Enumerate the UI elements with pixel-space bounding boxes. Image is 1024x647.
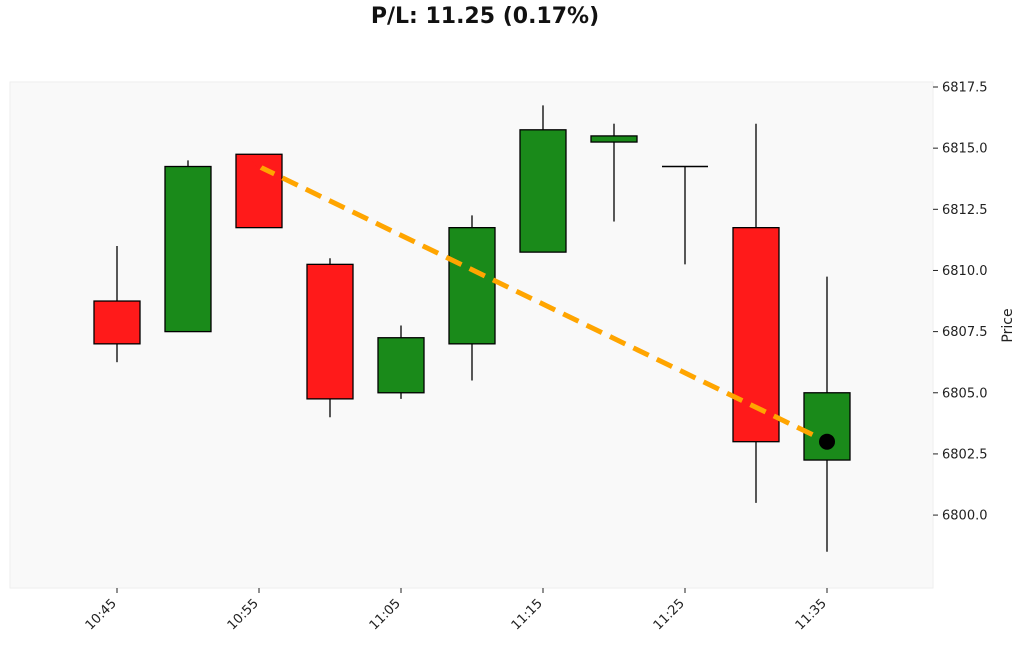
candle-body [803,392,851,461]
x-tick-label: 11:25 [651,596,688,633]
y-tick-label: 6800.0 [942,509,988,524]
candle-8 [662,165,708,265]
y-tick-label: 6805.0 [942,386,988,401]
candle-body [377,337,425,394]
candles-layer [93,105,851,552]
candle-4 [377,325,425,399]
candle-body [306,263,354,400]
x-tick-label: 11:35 [793,596,830,633]
candle-body [93,300,141,345]
y-axis: 6800.0 6802.5 6805.0 6807.5 6810.0 6812.5 6815… [933,81,988,524]
trade-layer [250,157,835,450]
candle-body [164,165,212,333]
candle-body [448,227,496,345]
y-axis-label: Price [1000,308,1016,342]
candle-body [590,135,638,143]
exit-marker [819,433,835,450]
y-tick-label: 6810.0 [942,264,988,279]
candle-7 [590,123,638,222]
candle-3 [306,258,354,418]
entry-marker [250,157,268,171]
x-tick-label: 10:55 [225,596,262,633]
candle-body [519,129,567,253]
y-tick-label: 6817.5 [942,81,988,96]
x-tick-label: 10:45 [83,596,120,633]
y-tick-label: 6802.5 [942,447,988,462]
x-tick-label: 11:05 [367,596,404,633]
y-tick-label: 6815.0 [942,142,988,157]
x-tick-label: 11:15 [509,596,546,633]
candle-6 [519,105,567,253]
y-tick-label: 6812.5 [942,203,988,218]
y-tick-label: 6807.5 [942,325,988,340]
x-axis: 10:45 10:55 11:05 11:15 11:25 11:35 [83,588,830,633]
trade-line [257,164,829,444]
candle-5 [448,215,496,381]
candle-0 [93,246,141,363]
candle-1 [164,160,212,333]
chart-title: P/L: 11.25 (0.17%) [370,4,600,29]
